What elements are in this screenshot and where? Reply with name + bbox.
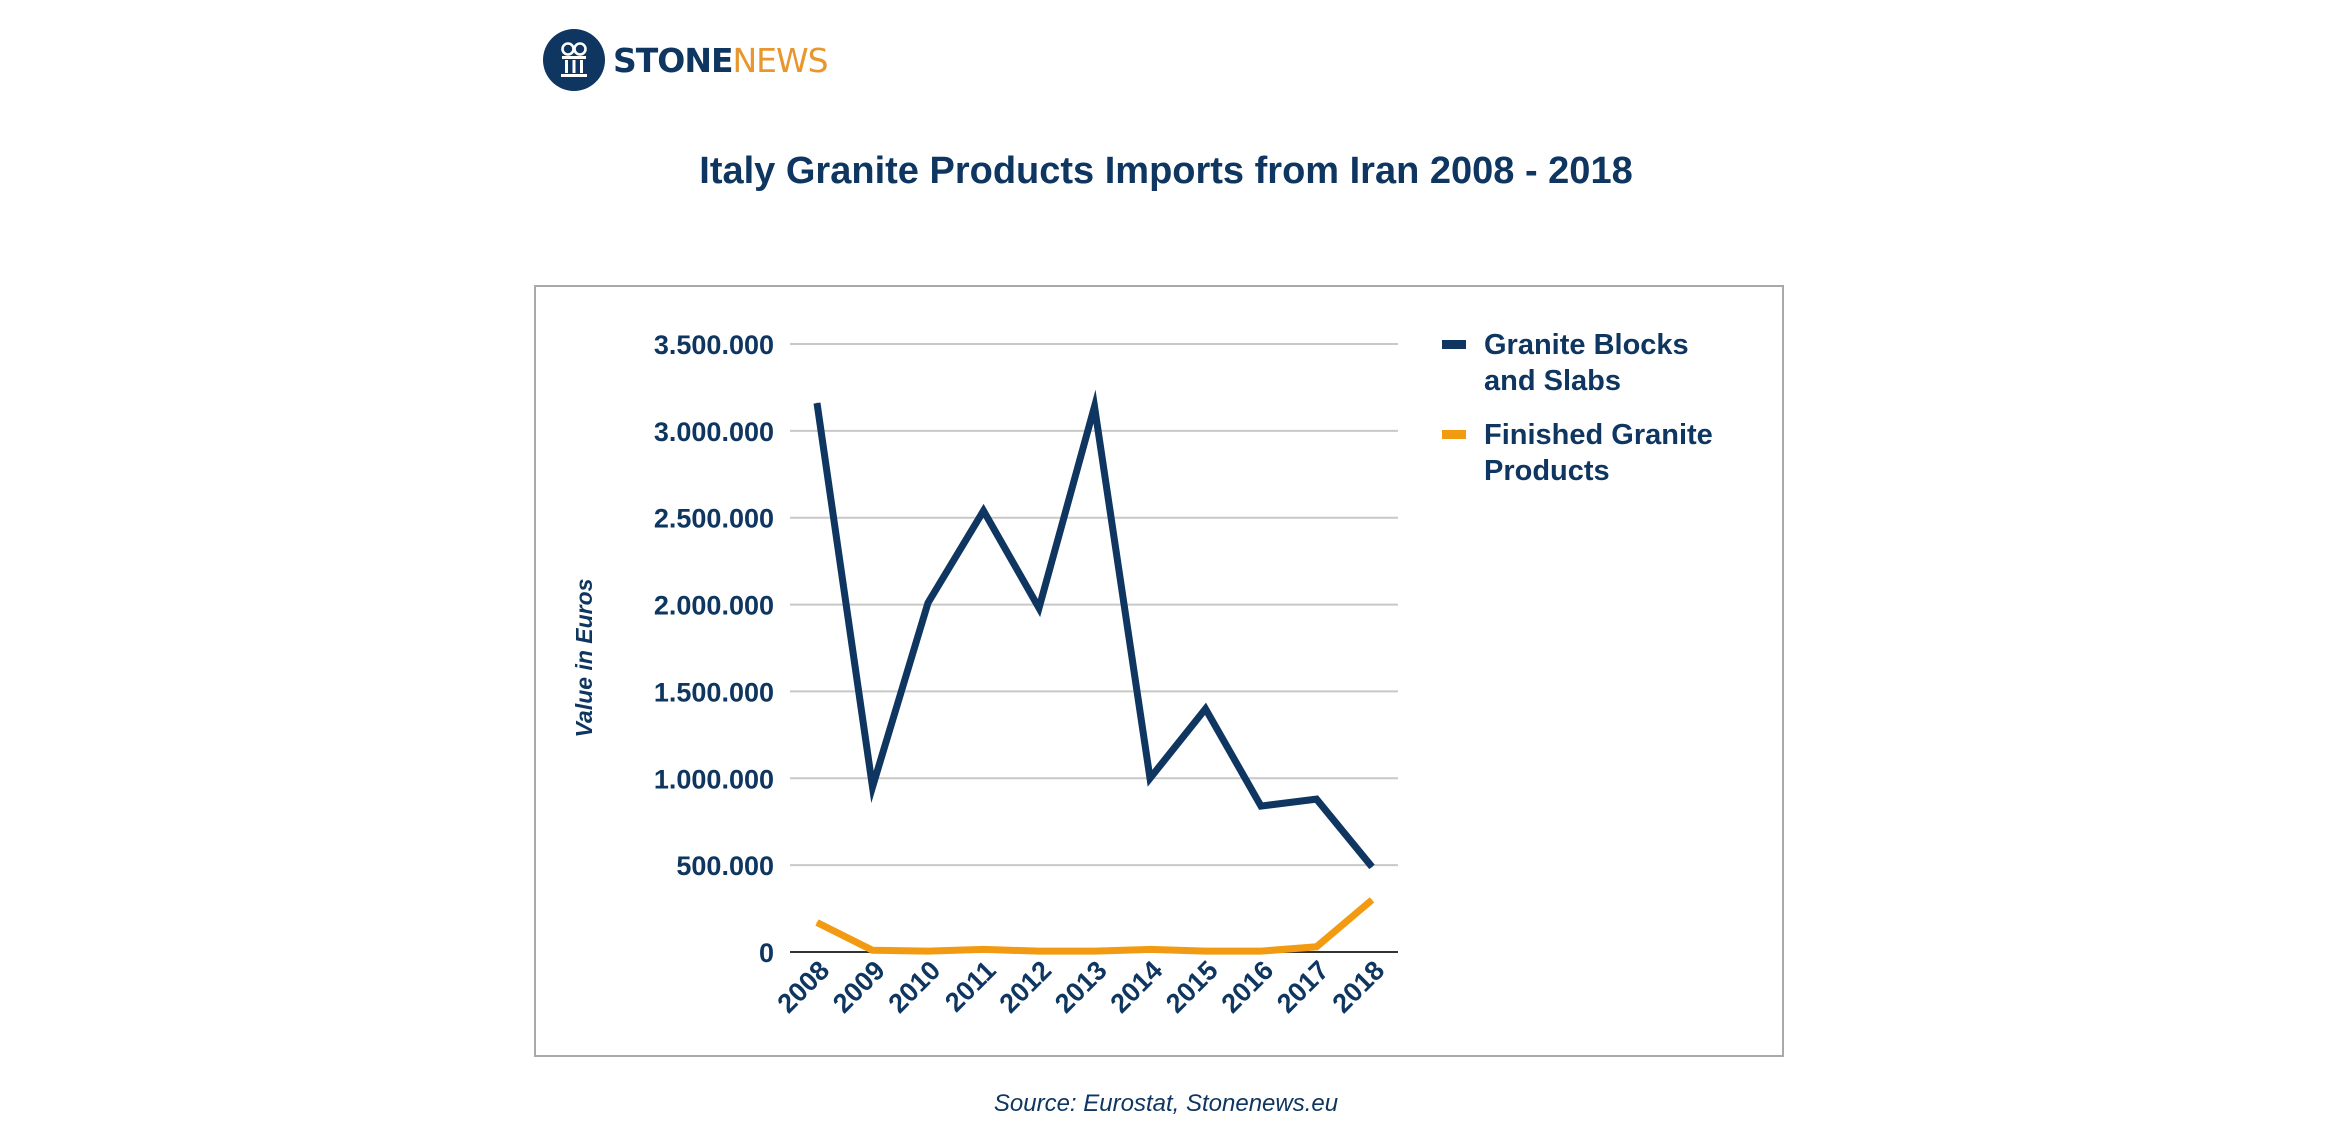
source-caption: Source: Eurostat, Stonenews.eu [993, 1090, 1339, 1117]
data-point [983, 510, 984, 512]
x-tick-label: 2017 [1271, 955, 1335, 1019]
legend-label: Granite Blocks [1484, 329, 1689, 361]
y-tick-label: 3.500.000 [654, 330, 774, 360]
data-point [1149, 948, 1151, 950]
data-point [983, 948, 984, 950]
logo-wordmark-news: NEWS [732, 40, 829, 80]
x-tick-label: 2011 [939, 955, 1002, 1018]
x-tick-label: 2013 [1049, 955, 1113, 1019]
y-tick-label: 500.000 [676, 851, 774, 881]
x-tick-label: 2016 [1216, 955, 1280, 1019]
data-point [1094, 950, 1095, 952]
data-point [1316, 798, 1317, 800]
y-tick-label: 2.000.000 [654, 591, 774, 621]
data-point [1149, 777, 1151, 779]
data-point [816, 921, 818, 923]
x-tick-label: 2014 [1105, 955, 1169, 1019]
logo-wordmark: STONENEWS [613, 40, 829, 80]
line-chart: 0 500.000 1.000.000 1.500.000 2.000.000 2.500… [571, 329, 1713, 1019]
y-axis-title: Value in Euros [571, 579, 597, 738]
legend-label: Finished Granite [1484, 419, 1713, 451]
stonenews-logo: STONENEWS [543, 27, 829, 93]
legend-label: Products [1484, 455, 1610, 487]
series-line-1 [813, 389, 1375, 870]
column-pillar-icon [543, 29, 605, 91]
data-point [1316, 946, 1317, 948]
series-line-2 [815, 897, 1375, 955]
logo-wordmark-stone: STONE [613, 40, 733, 80]
data-point [872, 949, 873, 951]
y-tick-label: 3.000.000 [654, 417, 774, 447]
legend-swatch [1442, 340, 1466, 349]
data-point [1094, 406, 1095, 408]
data-point [1038, 950, 1040, 952]
x-tick-label: 2008 [772, 955, 836, 1019]
x-tick-label: 2018 [1327, 955, 1391, 1019]
y-tick-label: 2.500.000 [654, 504, 774, 534]
data-point [1371, 866, 1373, 868]
legend-label: and Slabs [1484, 365, 1621, 397]
x-tick-label: 2010 [883, 955, 947, 1019]
data-point [1205, 950, 1206, 952]
y-tick-label: 1.000.000 [654, 764, 774, 794]
chart-frame: 0 500.000 1.000.000 1.500.000 2.000.000 2.500… [534, 285, 1784, 1057]
legend-swatch [1442, 430, 1466, 439]
page-title: Italy Granite Products Imports from Iran… [699, 150, 1633, 192]
data-point [1205, 708, 1206, 710]
data-point [816, 402, 818, 404]
x-tick-label: 2012 [994, 955, 1058, 1019]
data-point [872, 786, 873, 788]
data-point [927, 950, 929, 952]
data-point [1371, 899, 1373, 901]
x-tick-label: 2009 [827, 955, 891, 1019]
data-point [1260, 805, 1262, 807]
data-point [1038, 607, 1040, 609]
y-tick-label: 0 [759, 938, 774, 968]
y-tick-label: 1.500.000 [654, 677, 774, 707]
data-point [1260, 950, 1262, 952]
x-tick-label: 2015 [1160, 955, 1224, 1019]
data-point [927, 602, 929, 604]
